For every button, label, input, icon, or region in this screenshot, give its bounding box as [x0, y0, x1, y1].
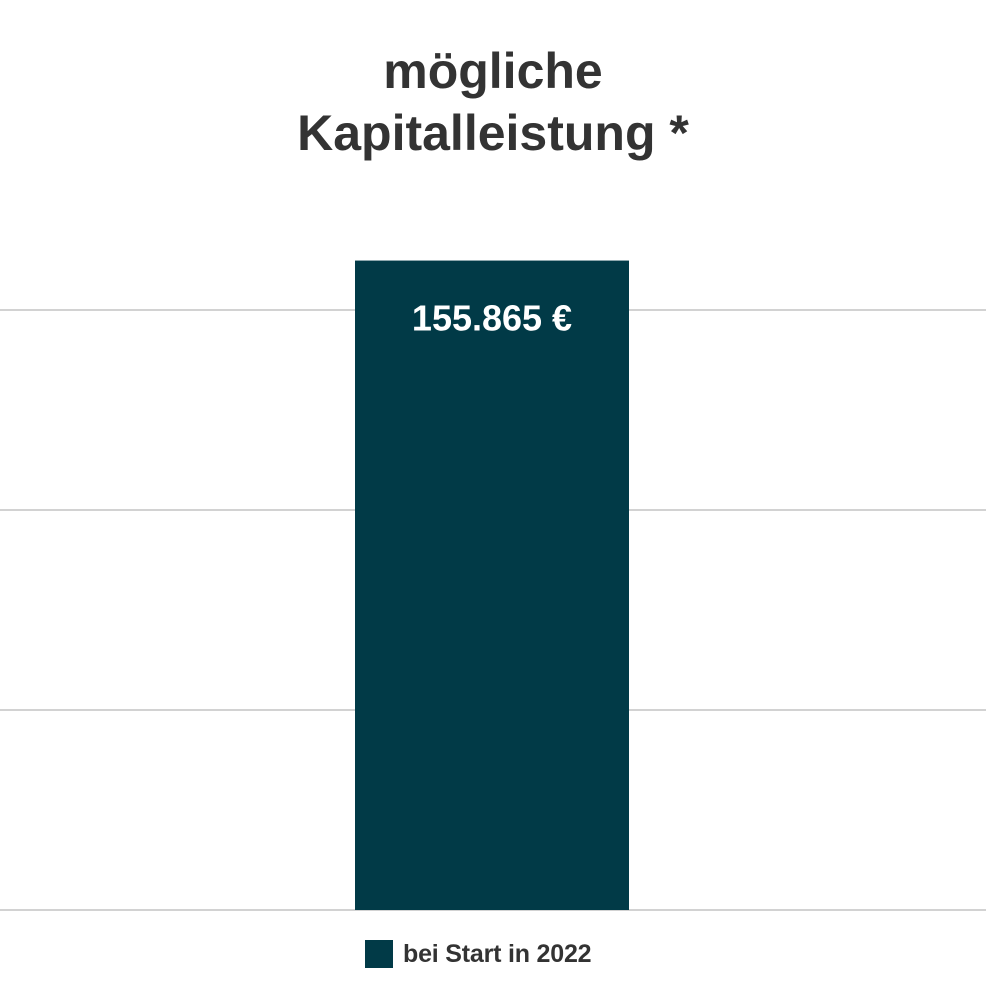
chart-title-line-1: mögliche: [383, 43, 603, 99]
bar-0: [355, 260, 629, 910]
chart-legend: bei Start in 2022: [365, 938, 592, 970]
legend-label: bei Start in 2022: [403, 939, 592, 968]
chart-title: mögliche Kapitalleistung *: [0, 40, 986, 164]
legend-swatch: [365, 940, 393, 968]
bar-data-label-0: 155.865 €: [412, 298, 572, 339]
chart-title-line-2: Kapitalleistung *: [297, 105, 689, 161]
